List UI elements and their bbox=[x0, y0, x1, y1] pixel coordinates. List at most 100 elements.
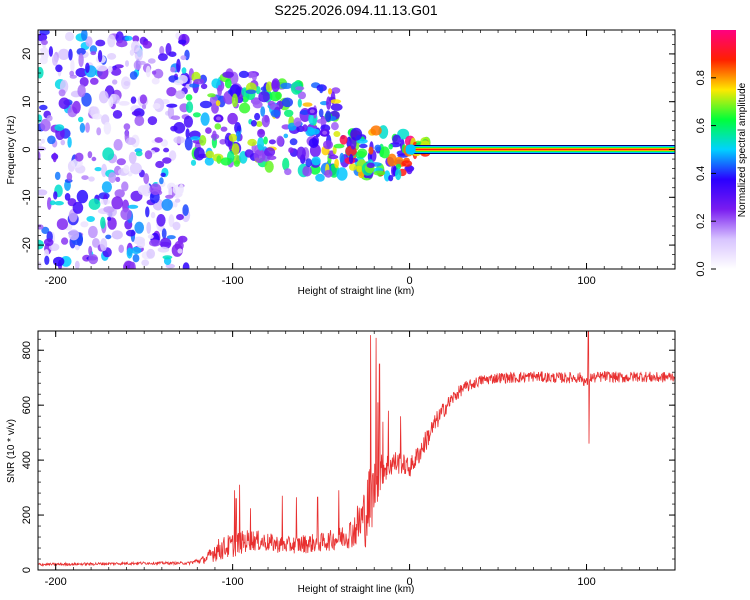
heatmap-cell bbox=[85, 36, 93, 47]
heatmap-cell bbox=[40, 138, 46, 144]
heatmap-cell bbox=[220, 126, 228, 132]
heatmap-cell bbox=[91, 156, 97, 162]
heatmap-cell bbox=[102, 147, 115, 161]
x-tick-label: -100 bbox=[222, 576, 244, 588]
heatmap-cell bbox=[178, 74, 188, 84]
heatmap-cell bbox=[90, 77, 99, 85]
heatmap-cell bbox=[41, 226, 50, 234]
heatmap-cell bbox=[98, 90, 109, 104]
heatmap-cell bbox=[199, 100, 212, 109]
heatmap-cell bbox=[392, 134, 401, 145]
colorbar-label: Normalized spectral amplitude bbox=[737, 82, 748, 217]
heatmap-cell bbox=[126, 229, 136, 237]
heatmap-cell bbox=[154, 137, 163, 143]
heatmap-cell bbox=[165, 43, 172, 56]
heatmap-cell bbox=[132, 35, 140, 43]
x-tick-label: 100 bbox=[577, 275, 595, 287]
heatmap-cell bbox=[161, 198, 173, 211]
heatmap-cell bbox=[172, 221, 181, 231]
colorbar-tick-label: 0.2 bbox=[695, 214, 707, 229]
heatmap-cell bbox=[97, 50, 103, 63]
heatmap-cell bbox=[152, 103, 161, 110]
heatmap-cell bbox=[333, 131, 341, 137]
y-tick-label: 0 bbox=[21, 567, 33, 573]
snr-ylabel: SNR (10 * v/v) bbox=[6, 419, 17, 483]
heatmap-cell bbox=[118, 244, 124, 253]
heatmap-cell bbox=[395, 168, 402, 181]
heatmap-cell bbox=[39, 56, 48, 65]
heatmap-cell bbox=[388, 174, 394, 182]
heatmap-cell bbox=[107, 53, 117, 60]
heatmap-bright-spot-core bbox=[309, 109, 315, 114]
snr-panel: -200 -100 0 100 800 600 400 200 0 Height of str… bbox=[6, 330, 676, 595]
heatmap-cell bbox=[58, 48, 70, 61]
heatmap-cell bbox=[111, 230, 123, 240]
heatmap-cell bbox=[53, 256, 65, 267]
heatmap-cell bbox=[68, 48, 73, 61]
colorbar-tick-label: 0.6 bbox=[695, 118, 707, 133]
heatmap-cell bbox=[54, 124, 65, 131]
heatmap-cell bbox=[165, 194, 174, 199]
heatmap-cell bbox=[325, 110, 332, 122]
colorbar-tick-label: 0.0 bbox=[695, 261, 707, 276]
heatmap-cell bbox=[89, 45, 98, 54]
heatmap-cell bbox=[46, 115, 53, 122]
heatmap-cell bbox=[74, 152, 84, 162]
heatmap-cell bbox=[134, 115, 145, 127]
heatmap-cell bbox=[161, 228, 167, 239]
heatmap-cell bbox=[123, 81, 130, 86]
heatmap-cell bbox=[54, 201, 64, 206]
heatmap-cell bbox=[239, 102, 251, 114]
heatmap-cell bbox=[157, 246, 170, 253]
heatmap-cell bbox=[299, 110, 310, 115]
heatmap-cell bbox=[207, 93, 216, 98]
heatmap-cell bbox=[297, 91, 306, 100]
heatmap-cell bbox=[177, 248, 183, 254]
heatmap-cell bbox=[67, 136, 72, 148]
heatmap-cell bbox=[79, 77, 89, 87]
heatmap-cell bbox=[53, 191, 58, 200]
heatmap-cell bbox=[245, 89, 257, 95]
heatmap-cell bbox=[128, 151, 137, 164]
heatmap-cell bbox=[78, 116, 84, 123]
heatmap-cell bbox=[311, 156, 321, 166]
heatmap-cell bbox=[324, 169, 333, 178]
heatmap-cell bbox=[199, 135, 207, 146]
heatmap-cell bbox=[308, 138, 319, 148]
x-tick-label: 0 bbox=[407, 576, 413, 588]
heatmap-cell bbox=[222, 71, 234, 78]
heatmap-cell bbox=[370, 125, 382, 136]
heatmap-cell bbox=[339, 152, 345, 163]
colorbar-tick-label: 0.8 bbox=[695, 70, 707, 85]
heatmap-cell bbox=[38, 146, 47, 152]
heatmap-cell bbox=[103, 206, 115, 213]
heatmap-cell bbox=[282, 157, 290, 171]
heatmap-cell bbox=[220, 157, 232, 166]
heatmap-cell bbox=[348, 154, 354, 164]
heatmap-cell bbox=[192, 112, 201, 118]
heatmap-cell bbox=[77, 84, 86, 98]
heatmap-cell bbox=[75, 67, 88, 78]
heatmap-cell bbox=[178, 39, 187, 45]
heatmap-cell bbox=[121, 181, 129, 192]
heatmap-cell bbox=[43, 238, 54, 247]
spectrogram-xlabel: Height of straight line (km) bbox=[298, 286, 415, 297]
heatmap-cell bbox=[185, 101, 194, 113]
heatmap-cell bbox=[160, 172, 166, 177]
heatmap-cell bbox=[250, 120, 257, 127]
heatmap-cell bbox=[124, 35, 133, 41]
y-tick-label: 600 bbox=[21, 396, 33, 414]
heatmap-cell bbox=[175, 90, 186, 99]
heatmap-cell bbox=[178, 236, 184, 245]
heatmap-cell bbox=[113, 139, 123, 151]
heatmap-cell bbox=[326, 96, 332, 110]
snr-series-line bbox=[38, 331, 675, 567]
snr-xlabel: Height of straight line (km) bbox=[298, 584, 415, 595]
heatmap-cell bbox=[60, 139, 66, 146]
heatmap-cell bbox=[150, 211, 156, 219]
heatmap-cell bbox=[275, 91, 282, 100]
heatmap-cell bbox=[151, 70, 157, 75]
heatmap-cell bbox=[130, 40, 141, 53]
x-tick-label: -200 bbox=[45, 275, 67, 287]
